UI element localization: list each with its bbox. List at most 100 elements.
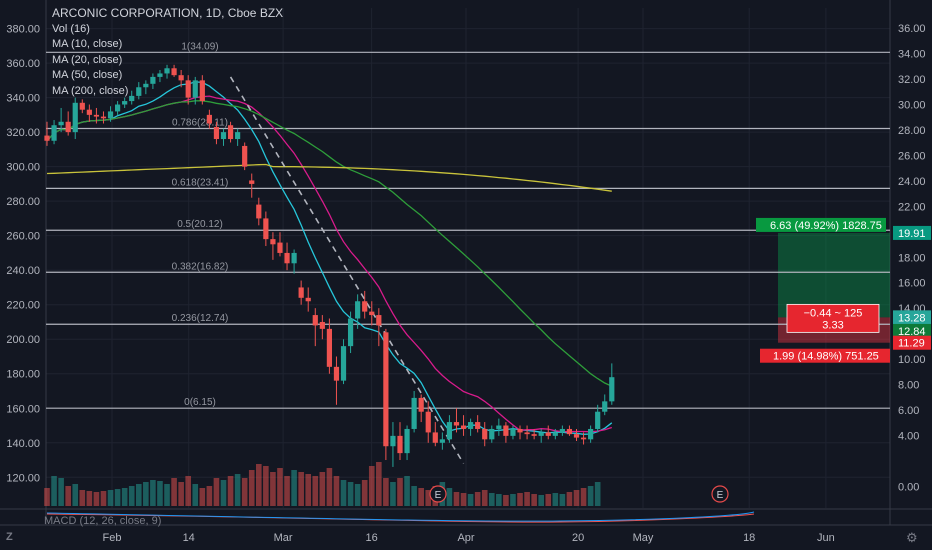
fib-level-label: 0.5(20.12) — [177, 219, 223, 230]
candle-body — [369, 311, 375, 316]
candle-body — [136, 87, 142, 96]
volume-bar — [121, 488, 128, 506]
right-axis-tick: 16.00 — [898, 278, 926, 290]
indicator-ma50[interactable]: MA (50, close) — [52, 69, 123, 81]
ma20-line — [46, 95, 612, 433]
indicator-ma10[interactable]: MA (10, close) — [52, 38, 123, 50]
candle-body — [143, 83, 149, 88]
volume-bar — [150, 480, 156, 506]
candle-body — [291, 252, 297, 264]
time-axis-tick: Apr — [457, 532, 474, 544]
volume-bar — [559, 494, 566, 506]
candle-body — [242, 145, 248, 167]
candle-body — [206, 114, 212, 124]
volume-bar — [72, 484, 79, 506]
left-axis-tick: 140.00 — [6, 438, 40, 450]
volume-bar — [573, 490, 580, 506]
candle-body — [390, 435, 396, 447]
candle-body — [220, 132, 227, 140]
volume-bar — [587, 486, 594, 506]
volume-bar — [128, 486, 135, 506]
left-axis-tick: 280.00 — [6, 196, 40, 208]
volume-bar — [248, 470, 255, 506]
volume-bar — [227, 476, 234, 506]
left-axis-tick: 380.00 — [6, 24, 40, 36]
candle-body — [538, 432, 544, 436]
volume-bar — [58, 478, 64, 506]
candle-body — [362, 301, 368, 312]
volume-bar — [580, 488, 587, 506]
candle-body — [418, 397, 424, 412]
candle-body — [79, 102, 85, 110]
candle-body — [609, 377, 615, 402]
stop-label-box — [760, 348, 890, 363]
candle-body — [319, 321, 325, 329]
volume-bar — [467, 494, 474, 506]
candle-body — [460, 425, 467, 429]
volume-bar — [143, 482, 149, 506]
right-axis-tick: 18.00 — [898, 252, 926, 264]
candle-body — [411, 397, 417, 429]
candle-body — [425, 411, 431, 433]
volume-bar — [340, 480, 347, 506]
indicator-ma200[interactable]: MA (200, close) — [52, 84, 129, 97]
candle-body — [453, 422, 460, 426]
volume-bar — [538, 495, 544, 506]
volume-bar — [100, 491, 107, 506]
volume-bar — [326, 468, 333, 506]
candle-body — [263, 218, 269, 240]
volume-bar — [510, 494, 516, 506]
stop-label: 1.99 (14.98%) 751.25 — [773, 351, 879, 363]
volume-bar — [418, 488, 424, 506]
indicator-ma20[interactable]: MA (20, close) — [52, 53, 123, 66]
candle-body — [44, 135, 50, 141]
candle-body — [298, 287, 304, 298]
symbol-title[interactable]: ARCONIC CORPORATION, 1D, Cboe BZX — [52, 6, 284, 20]
volume-bar — [390, 482, 396, 506]
candle-body — [129, 95, 135, 102]
price-tag: 11.29 — [898, 338, 925, 350]
settings-gear-icon[interactable]: ⚙ — [906, 530, 918, 545]
candle-body — [305, 297, 311, 302]
volume-bar — [503, 495, 509, 506]
price-tag-box — [893, 323, 931, 338]
volume-bar — [263, 466, 269, 506]
time-axis-tick: Jun — [817, 532, 835, 544]
volume-bar — [114, 489, 121, 506]
volume-bar — [531, 494, 537, 506]
candle-body — [432, 432, 438, 443]
volume-bar — [347, 482, 354, 506]
candle-body — [397, 435, 403, 454]
time-axis-tick: 20 — [572, 532, 584, 544]
candle-body — [150, 76, 156, 84]
candle-body — [602, 401, 608, 412]
candle-body — [524, 432, 530, 435]
candle-body — [559, 428, 565, 433]
tradingview-logo-icon[interactable]: Z — [6, 531, 13, 543]
price-tag-box — [893, 225, 931, 240]
indicator-vol[interactable]: Vol (16) — [52, 22, 90, 35]
entry-label-box — [786, 303, 880, 333]
volume-bar — [481, 490, 488, 506]
volume-bar — [51, 476, 57, 506]
candle-body — [213, 126, 220, 140]
right-axis-tick: 36.00 — [898, 23, 926, 35]
candle-body — [284, 252, 290, 264]
price-tag-box — [893, 335, 931, 350]
candle-body — [545, 432, 551, 436]
candle-body — [100, 116, 107, 119]
candle-body — [312, 315, 318, 326]
right-axis-tick: 6.00 — [898, 405, 919, 417]
candle-body — [249, 180, 255, 184]
macd-label[interactable]: MACD (12, 26, close, 9) — [44, 515, 162, 527]
candle-body — [475, 422, 481, 429]
volume-bar — [383, 478, 389, 506]
price-tag-box — [893, 310, 931, 325]
earnings-marker — [429, 485, 447, 503]
candle-body — [65, 121, 71, 133]
volume-bar — [107, 490, 114, 506]
volume-bar — [171, 478, 177, 506]
left-axis-tick: 220.00 — [6, 300, 40, 312]
candle-body — [580, 437, 587, 440]
